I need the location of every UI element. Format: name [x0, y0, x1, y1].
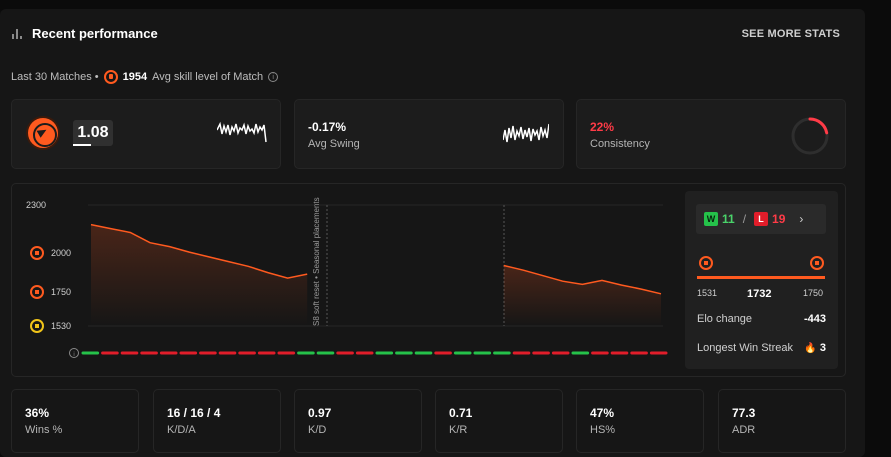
match-summary-line: Last 30 Matches • 1954 Avg skill level o… [11, 70, 279, 84]
win-streak-value: 🔥 3 [804, 342, 826, 354]
elo-change-value: -443 [803, 313, 826, 325]
stat-adr: 77.3 ADR [718, 389, 846, 453]
y-tick-2000: 2000 [51, 248, 72, 258]
avg-skill-label: Avg skill level of Match [152, 71, 264, 83]
avg-swing-value: -0.17% [308, 120, 347, 134]
matches-label: Last 30 Matches • [11, 71, 99, 83]
section-title: Recent performance [32, 26, 158, 41]
stat-value: 36% [25, 406, 50, 420]
stat-wins: 36% Wins % [11, 389, 139, 453]
season-reset-annotation: S8 soft reset • Seasonal placements [312, 197, 321, 326]
range-high: 1750 [803, 288, 824, 298]
fire-icon: 🔥 [804, 343, 817, 354]
stat-value: 77.3 [732, 406, 756, 420]
stat-label: Wins % [25, 424, 63, 436]
stat-label: ADR [732, 424, 756, 436]
skill-level-icon [103, 70, 118, 84]
win-badge: W [704, 212, 718, 226]
win-streak-label: Longest Win Streak [697, 342, 793, 354]
y-tick-2300: 2300 [26, 200, 47, 210]
loss-badge: L [754, 212, 769, 226]
kd-value: 1.08 [73, 120, 113, 146]
elo-area-2 [503, 265, 661, 326]
swing-sparkline [503, 123, 549, 143]
stat-value: 0.97 [308, 406, 332, 420]
avg-skill-value: 1954 [122, 71, 148, 83]
elo-area-1 [91, 224, 308, 326]
range-low: 1531 [697, 288, 718, 298]
elo-line-1 [90, 223, 308, 279]
wins-count: 11 [722, 212, 735, 226]
see-more-stats-link[interactable]: SEE MORE STATS [741, 28, 840, 40]
info-icon[interactable]: i [268, 72, 279, 82]
level-start-icon [699, 256, 713, 270]
stat-label: HS% [590, 424, 616, 436]
chevron-right-icon: › [799, 212, 804, 226]
consistency-card: 22% Consistency [576, 99, 846, 169]
consistency-label: Consistency [590, 138, 650, 150]
stat-label: K/R [449, 424, 468, 436]
win-loss-toggle[interactable]: W 11 / L 19 › [696, 204, 826, 234]
level-icon-1530 [30, 319, 44, 333]
stat-kr: 0.71 K/R [435, 389, 563, 453]
consistency-value: 22% [590, 120, 615, 134]
level-end-icon [810, 256, 824, 270]
stat-label: K/D/A [167, 424, 196, 436]
stat-value: 47% [590, 406, 615, 420]
avg-swing-label: Avg Swing [308, 138, 360, 150]
info-icon[interactable]: i [69, 348, 79, 359]
kd-sparkline [217, 121, 267, 143]
section-header: Recent performance [12, 26, 158, 41]
stat-value: 16 / 16 / 4 [167, 406, 221, 420]
stat-value: 0.71 [449, 406, 473, 420]
consistency-ring [791, 117, 829, 155]
bar-chart-icon [12, 28, 24, 39]
stat-label: K/D [308, 424, 327, 436]
elo-summary-box: W 11 / L 19 › 1531 1732 1750 Elo change … [685, 191, 838, 369]
level-icon-1750 [30, 285, 44, 299]
kd-card: 1.08 [11, 99, 281, 169]
stat-kda: 16 / 16 / 4 K/D/A [153, 389, 281, 453]
consistency-ring-fill [791, 117, 829, 155]
y-tick-1750: 1750 [51, 287, 72, 297]
level-icon-2000 [30, 246, 44, 260]
svg-text:i: i [73, 352, 74, 358]
stat-hs: 47% HS% [576, 389, 704, 453]
elo-change-label: Elo change [697, 313, 753, 325]
stat-kd: 0.97 K/D [294, 389, 422, 453]
y-tick-1530: 1530 [51, 321, 72, 331]
range-current: 1732 [747, 288, 772, 300]
skill-badge-icon [28, 118, 58, 148]
avg-swing-card: -0.17% Avg Swing [294, 99, 564, 169]
losses-count: 19 [772, 212, 786, 226]
elo-line-2 [503, 264, 662, 295]
elo-range-bar [697, 276, 825, 279]
